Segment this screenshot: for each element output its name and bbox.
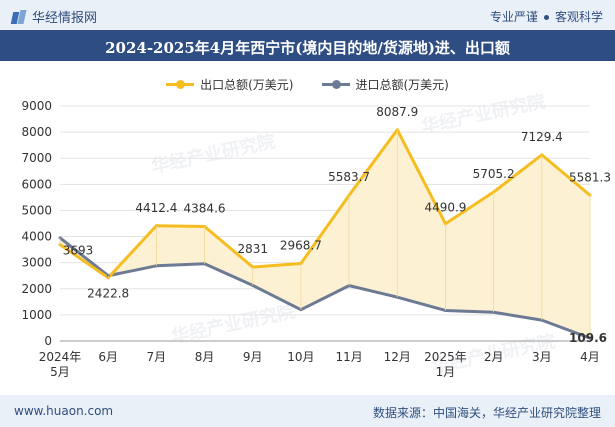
export-data-label-1: 2422.8 — [87, 287, 129, 301]
series-import-line — [59, 236, 591, 340]
x-tick-label-5: 10月 — [287, 350, 314, 364]
tagline-left: 专业严谨 — [489, 10, 538, 24]
x-tick-label-3: 8月 — [195, 350, 215, 364]
brand: 华经情报网 — [12, 7, 97, 26]
legend-import-label: 进口总额(万美元) — [355, 77, 449, 92]
export-data-label-8: 4490.9 — [424, 201, 466, 215]
x-tick-label-line: 4月 — [580, 350, 600, 364]
dot-icon — [543, 15, 549, 20]
y-tick-label-1: 1000 — [21, 308, 52, 322]
export-data-label-6: 5583.7 — [328, 170, 370, 184]
tagline-right: 客观科学 — [554, 10, 603, 24]
title-bar — [0, 30, 615, 61]
y-tick-label-7: 7000 — [21, 151, 52, 165]
legend-import-marker-icon — [321, 79, 350, 89]
export-data-label-7: 8087.9 — [376, 105, 418, 119]
legend-export-marker-icon — [166, 79, 195, 89]
export-data-label-5: 2968.7 — [280, 238, 322, 252]
footer-bar — [0, 395, 615, 427]
line-chart: 0 1000 2000 3000 4000 5000 6000 7000 8000 9000 369… — [21, 99, 611, 379]
x-tick-label-line: 7月 — [147, 350, 167, 364]
x-tick-label-line: 8月 — [195, 350, 215, 364]
x-tick-label-line: 11月 — [335, 350, 362, 364]
export-data-label-11: 5581.3 — [569, 170, 611, 184]
x-tick-label-line: 2024年 — [39, 350, 82, 364]
x-tick-label-0: 2024年 5月 — [39, 350, 82, 379]
x-tick-label-1: 6月 — [98, 350, 118, 364]
x-tick-label-line: 2月 — [484, 350, 504, 364]
x-tick-label-8: 2025年 1月 — [424, 350, 467, 379]
legend-item-import: 进口总额(万美元) — [321, 74, 449, 94]
export-data-label-4: 2831 — [237, 242, 268, 256]
top-bar — [0, 0, 615, 30]
legend: 出口总额(万美元) 进口总额(万美元) — [0, 74, 615, 94]
x-tick-label-2: 7月 — [147, 350, 167, 364]
export-data-label-3: 4384.6 — [184, 202, 226, 216]
legend-item-export: 出口总额(万美元) — [166, 74, 294, 94]
y-tick-label-9: 9000 — [21, 99, 52, 113]
chart-title: 2024-2025年4月年西宁市(境内目的地/货源地)进、出口额 — [105, 39, 510, 57]
y-tick-label-5: 5000 — [21, 203, 52, 217]
x-tick-label-11: 4月 — [580, 350, 600, 364]
import-data-label-11: 109.6 — [569, 331, 607, 345]
x-tick-label-10: 3月 — [532, 350, 552, 364]
export-data-label-9: 5705.2 — [473, 167, 515, 181]
x-tick-label-line: 1月 — [436, 365, 456, 379]
x-tick-label-line: 5月 — [50, 365, 70, 379]
export-data-label-10: 7129.4 — [521, 130, 563, 144]
y-tick-label-2: 2000 — [21, 282, 52, 296]
x-tick-label-line: 9月 — [243, 350, 263, 364]
export-data-label-0: 3693 — [63, 244, 94, 258]
legend-export-label: 出口总额(万美元) — [200, 77, 294, 92]
x-tick-label-7: 12月 — [384, 350, 411, 364]
x-tick-label-9: 2月 — [484, 350, 504, 364]
x-tick-label-line: 12月 — [384, 350, 411, 364]
x-tick-label-6: 11月 — [335, 350, 362, 364]
x-tick-label-line: 6月 — [98, 350, 118, 364]
y-tick-label-3: 3000 — [21, 256, 52, 270]
series-export-line — [59, 128, 591, 280]
y-tick-label-4: 4000 — [21, 230, 52, 244]
x-tick-label-4: 9月 — [243, 350, 263, 364]
x-tick-label-line: 10月 — [287, 350, 314, 364]
area-between — [60, 129, 590, 339]
x-tick-label-line: 2025年 — [424, 350, 467, 364]
brand-name: 华经情报网 — [32, 11, 98, 26]
footer-source: 数据来源：中国海关，华经产业研究院整理 — [372, 406, 601, 420]
x-tick-label-line: 3月 — [532, 350, 552, 364]
y-tick-label-8: 8000 — [21, 125, 52, 139]
tagline: 专业严谨 客观科学 — [490, 8, 603, 25]
footer-website[interactable]: www.huaon.com — [14, 404, 114, 418]
y-tick-label-6: 6000 — [21, 177, 52, 191]
export-data-label-2: 4412.4 — [135, 201, 177, 215]
y-tick-label-0: 0 — [44, 334, 52, 348]
